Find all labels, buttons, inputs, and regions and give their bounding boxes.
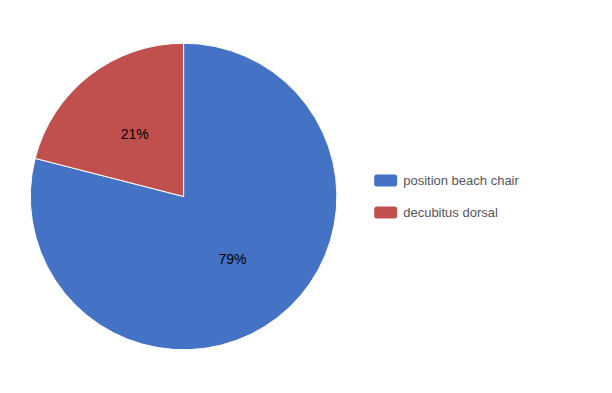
svg-text:21%: 21%	[121, 126, 149, 142]
svg-text:decubitus dorsal: decubitus dorsal	[403, 205, 498, 220]
svg-text:79%: 79%	[218, 251, 246, 267]
svg-text:position beach chair: position beach chair	[403, 173, 519, 188]
